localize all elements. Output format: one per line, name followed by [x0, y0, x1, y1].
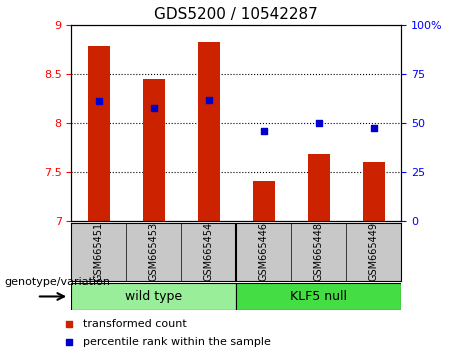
Text: GSM665454: GSM665454	[204, 222, 214, 281]
Point	[370, 125, 377, 131]
Bar	[71, 283, 236, 310]
Point	[150, 105, 158, 111]
Text: GSM665446: GSM665446	[259, 222, 269, 281]
Text: percentile rank within the sample: percentile rank within the sample	[83, 337, 271, 347]
Text: genotype/variation: genotype/variation	[5, 277, 111, 287]
Bar	[143, 79, 165, 221]
Text: wild type: wild type	[125, 290, 183, 303]
Bar	[236, 283, 401, 310]
Point	[260, 128, 267, 134]
Text: GSM665449: GSM665449	[369, 222, 378, 281]
Point	[65, 339, 73, 345]
Point	[95, 98, 103, 104]
Text: KLF5 null: KLF5 null	[290, 290, 347, 303]
Point	[205, 98, 213, 103]
Text: transformed count: transformed count	[83, 319, 186, 329]
Bar	[253, 181, 275, 221]
Text: GSM665453: GSM665453	[149, 222, 159, 281]
Bar	[307, 154, 330, 221]
Bar	[88, 46, 110, 221]
Bar	[363, 162, 384, 221]
Title: GDS5200 / 10542287: GDS5200 / 10542287	[154, 7, 318, 22]
Text: GSM665451: GSM665451	[94, 222, 104, 281]
Bar	[198, 42, 220, 221]
Point	[315, 120, 322, 126]
Point	[65, 321, 73, 326]
Text: GSM665448: GSM665448	[313, 222, 324, 281]
